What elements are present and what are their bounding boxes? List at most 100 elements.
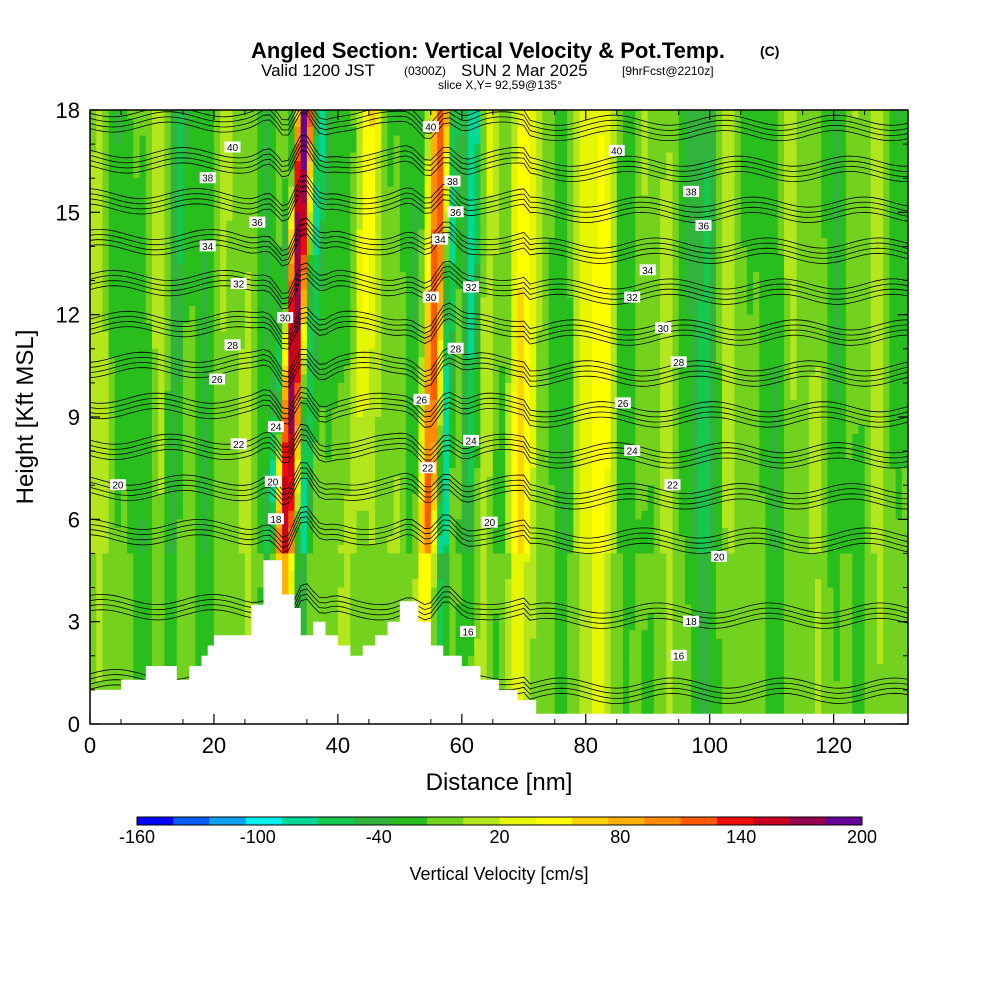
velocity-cell [195, 391, 203, 401]
velocity-cell [610, 161, 618, 171]
velocity-cell [195, 357, 203, 367]
velocity-cell [647, 152, 655, 162]
velocity-cell [300, 110, 308, 120]
velocity-cell [325, 195, 333, 205]
velocity-cell [598, 391, 605, 401]
velocity-cell [120, 118, 128, 128]
velocity-cell [635, 323, 643, 333]
velocity-cell [722, 382, 729, 393]
velocity-cell [158, 169, 165, 179]
velocity-cell [306, 289, 314, 299]
velocity-cell [833, 399, 841, 410]
velocity-cell [120, 220, 128, 230]
velocity-cell [133, 289, 141, 299]
velocity-cell [486, 348, 494, 358]
velocity-cell [331, 118, 339, 128]
velocity-cell [616, 186, 624, 196]
velocity-cell [697, 365, 705, 375]
velocity-cell [753, 399, 760, 410]
velocity-cell [232, 314, 240, 324]
velocity-cell [114, 348, 122, 358]
velocity-cell [201, 323, 209, 333]
velocity-cell [523, 391, 531, 401]
velocity-cell [213, 195, 221, 205]
velocity-cell [647, 323, 655, 333]
velocity-cell [455, 135, 463, 145]
velocity-cell [418, 297, 426, 307]
velocity-cell [833, 306, 841, 316]
velocity-cell [573, 195, 581, 205]
velocity-cell [437, 408, 444, 418]
velocity-cell [288, 212, 296, 222]
velocity-cell [393, 289, 401, 299]
velocity-cell [821, 357, 829, 367]
velocity-cell [164, 254, 172, 265]
velocity-cell [622, 263, 630, 273]
velocity-cell [96, 203, 103, 213]
velocity-cell [622, 144, 630, 154]
velocity-cell [213, 135, 221, 145]
velocity-cell [560, 178, 568, 188]
velocity-cell [102, 254, 110, 265]
velocity-cell [895, 323, 903, 333]
velocity-cell [381, 203, 389, 213]
velocity-cell [895, 365, 903, 375]
velocity-cell [418, 127, 426, 137]
velocity-cell [864, 246, 872, 256]
velocity-cell [796, 195, 804, 205]
velocity-cell [877, 263, 884, 273]
velocity-cell [418, 374, 426, 384]
velocity-cell [684, 229, 692, 239]
velocity-cell [300, 323, 308, 333]
velocity-cell [437, 169, 444, 179]
velocity-cell [499, 178, 506, 188]
velocity-cell [591, 152, 599, 162]
velocity-cell [715, 246, 723, 256]
velocity-cell [591, 203, 599, 213]
velocity-cell [808, 399, 816, 410]
velocity-cell [511, 254, 519, 265]
velocity-cell [145, 417, 153, 427]
velocity-cell [598, 348, 605, 358]
velocity-cell [139, 374, 147, 384]
velocity-cell [461, 152, 469, 162]
velocity-cell [325, 280, 333, 290]
velocity-cell [808, 348, 816, 358]
velocity-cell [827, 110, 835, 120]
velocity-cell [666, 399, 674, 410]
velocity-cell [133, 135, 141, 145]
velocity-cell [877, 135, 884, 145]
velocity-cell [306, 220, 314, 230]
velocity-cell [368, 144, 376, 154]
velocity-cell [492, 272, 500, 282]
velocity-cell [251, 110, 258, 120]
velocity-cell [635, 220, 643, 230]
velocity-cell [306, 212, 314, 222]
velocity-cell [313, 399, 320, 410]
velocity-cell [839, 220, 847, 230]
velocity-cell [362, 306, 370, 316]
velocity-cell [505, 263, 512, 273]
velocity-cell [232, 135, 240, 145]
velocity-cell [437, 152, 444, 162]
velocity-cell [430, 365, 438, 375]
velocity-cell [858, 195, 866, 205]
velocity-cell [226, 169, 234, 179]
velocity-cell [350, 331, 358, 341]
velocity-cell [827, 340, 835, 350]
velocity-cell [765, 323, 773, 333]
velocity-cell [697, 254, 705, 265]
velocity-cell [313, 365, 320, 375]
velocity-cell [356, 314, 364, 324]
velocity-cell [591, 272, 599, 282]
velocity-cell [182, 391, 190, 401]
velocity-cell [821, 110, 829, 120]
velocity-cell [201, 135, 209, 145]
velocity-cell [821, 323, 829, 333]
velocity-cell [746, 331, 754, 341]
velocity-cell [474, 246, 482, 256]
velocity-cell [858, 289, 866, 299]
velocity-cell [399, 254, 407, 265]
velocity-cell [833, 169, 841, 179]
velocity-cell [573, 314, 581, 324]
